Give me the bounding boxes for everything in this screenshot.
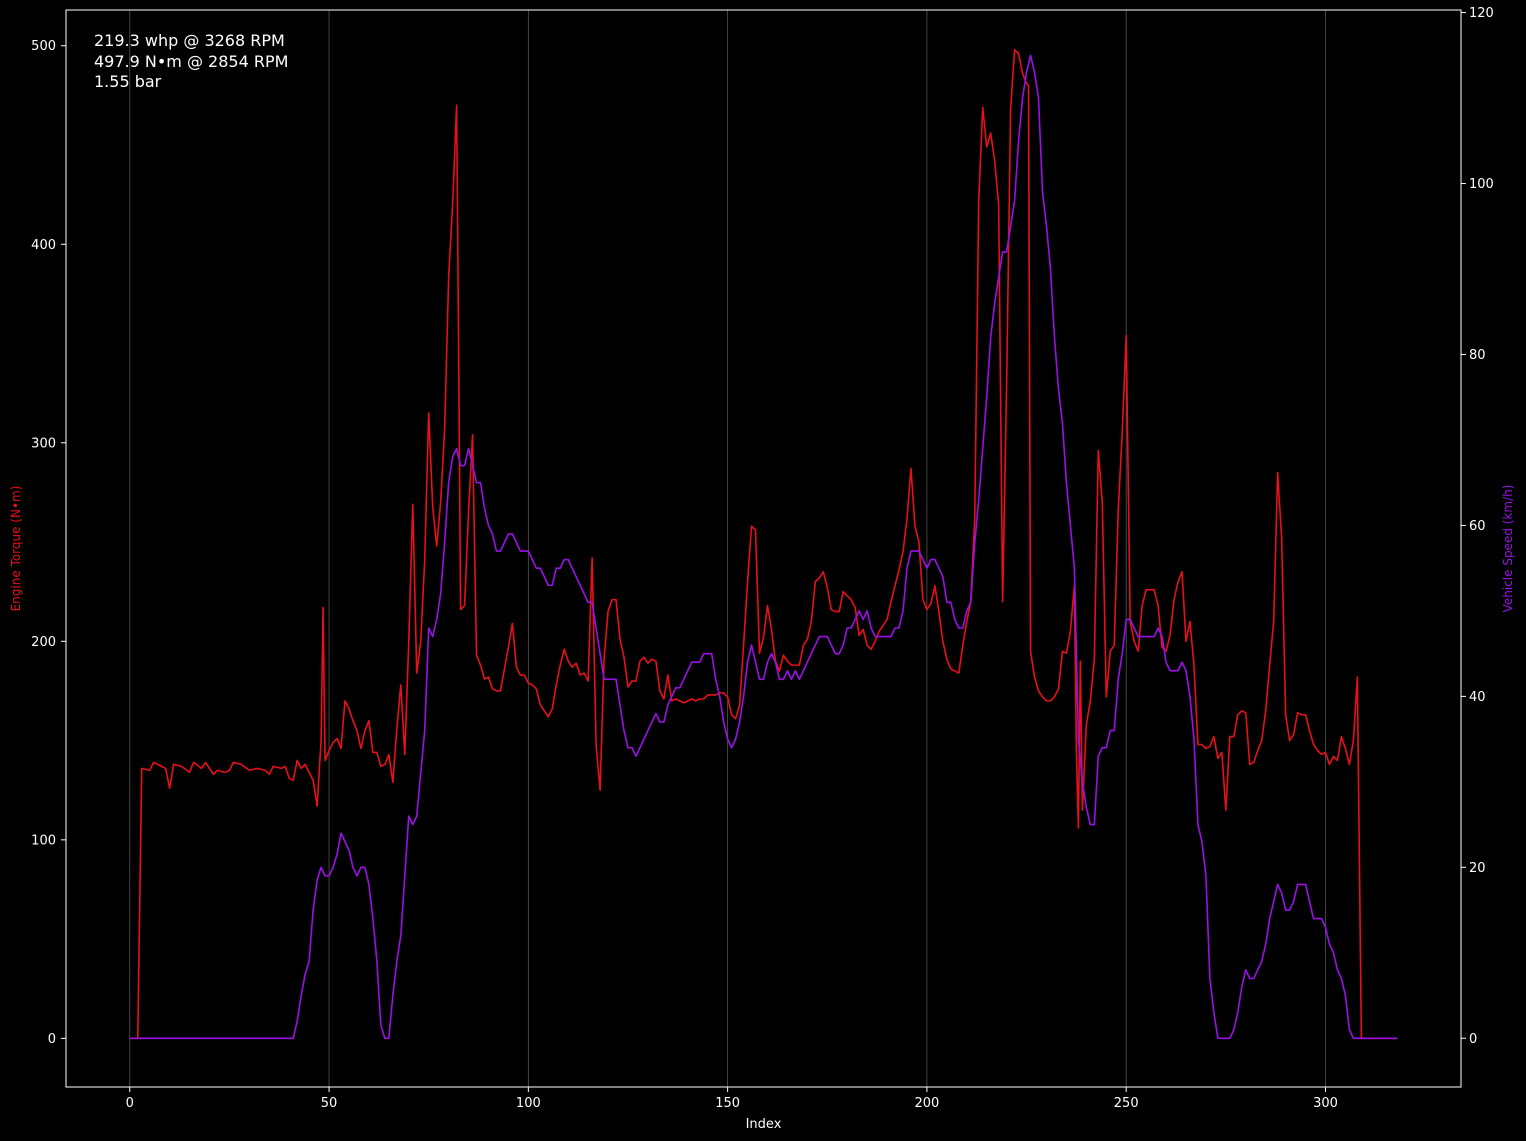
x-tick-label-3: 150 [715, 1096, 740, 1111]
y-left-tick-label-5: 500 [31, 39, 56, 54]
y-left-tick-label-4: 400 [31, 238, 56, 253]
series-line-speed [129, 54, 1398, 1040]
y-right-tick-label-5: 100 [1469, 177, 1494, 192]
x-tick-label-6: 300 [1313, 1096, 1338, 1111]
y-right-tick-label-2: 40 [1469, 690, 1486, 705]
y-right-tick-label-1: 20 [1469, 861, 1486, 876]
x-axis-title: Index [746, 1117, 782, 1132]
y-right-tick-label-6: 120 [1469, 6, 1494, 21]
y-left-tick-label-2: 200 [31, 635, 56, 650]
y-left-tick-label-1: 100 [31, 833, 56, 848]
y-right-tick-label-0: 0 [1469, 1032, 1477, 1047]
x-tick-label-4: 200 [915, 1096, 940, 1111]
y-right-tick-label-4: 80 [1469, 348, 1486, 363]
ticks-layer: 0 50 100 150 200 250 300 0 100 200 300 400 500 0 20 40 6… [31, 6, 1494, 1111]
plot-frame [65, 9, 1462, 1088]
grid-layer [129, 10, 1326, 1087]
annotation-boost: 1.55 bar [94, 72, 162, 91]
x-tick-label-5: 250 [1114, 1096, 1139, 1111]
y-left-tick-label-3: 300 [31, 436, 56, 451]
annotation-torque: 497.9 N•m @ 2854 RPM [94, 52, 288, 71]
y-left-tick-label-0: 0 [48, 1032, 56, 1047]
x-tick-label-2: 100 [516, 1096, 541, 1111]
y-right-tick-label-3: 60 [1469, 519, 1486, 534]
y-axis-left-title: Engine Torque (N•m) [9, 486, 23, 612]
series-layer [129, 48, 1398, 1040]
series-line-torque [129, 48, 1398, 1040]
x-tick-label-1: 50 [321, 1096, 338, 1111]
y-axis-right-title: Vehicle Speed (km/h) [1501, 485, 1515, 613]
annotation-power: 219.3 whp @ 3268 RPM [94, 31, 285, 50]
x-tick-label-0: 0 [126, 1096, 134, 1111]
